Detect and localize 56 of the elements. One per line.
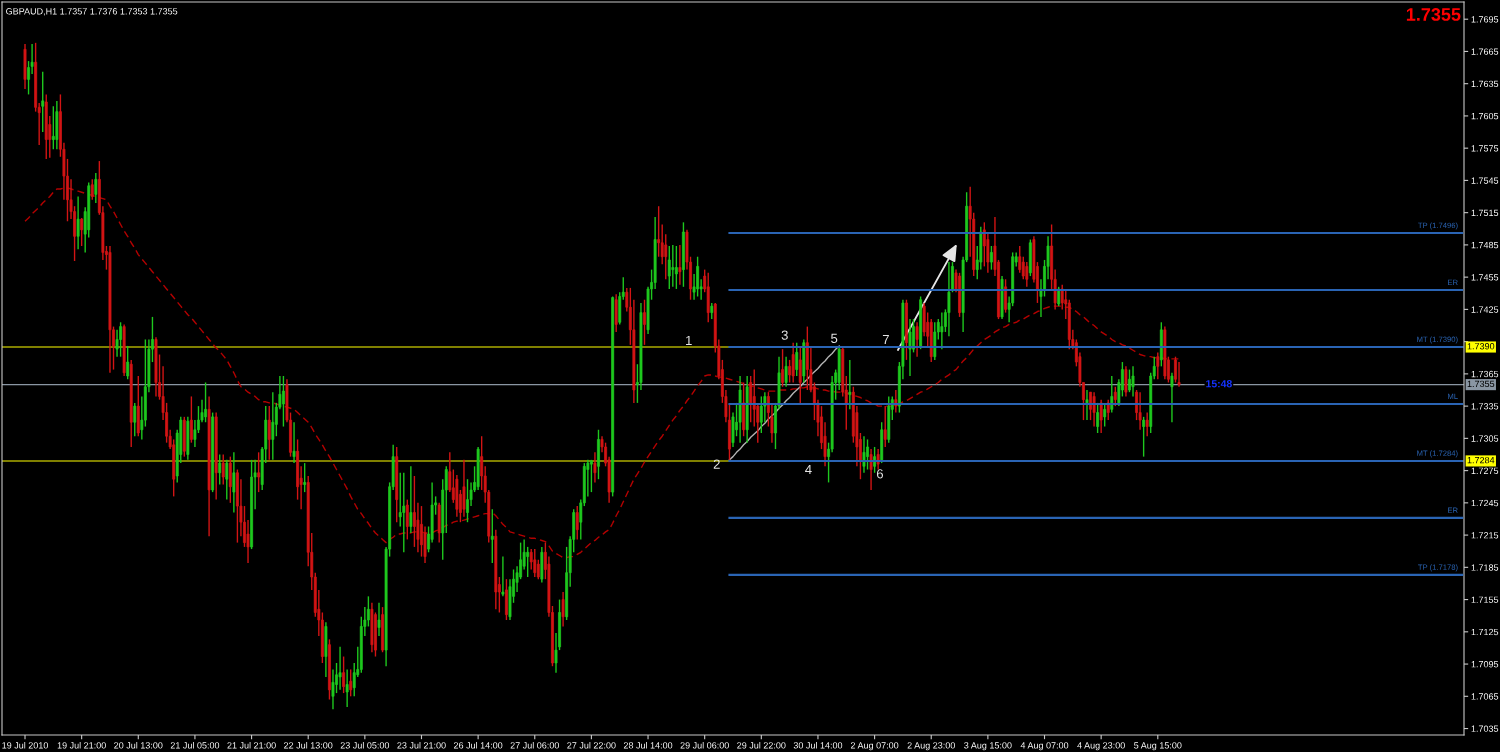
y-tick-label: 1.7665: [1471, 48, 1499, 55]
ref-line-label: 1.7390: [1467, 343, 1495, 350]
y-tick-label: 1.7455: [1471, 274, 1499, 281]
annotation: 6: [876, 469, 884, 479]
y-tick-label: 1.7065: [1471, 693, 1499, 700]
text: GBPAUD,H1 1.7357 1.7376 1.7353 1.7355: [6, 8, 178, 16]
x-tick-label: 2 Aug 07:00: [850, 742, 899, 751]
y-tick-label: 1.7425: [1471, 306, 1499, 313]
y-tick-label: 1.7635: [1471, 80, 1499, 88]
x-tick-label: 22 Jul 13:00: [284, 741, 333, 749]
x-tick-label: 5 Aug 15:00: [1134, 742, 1182, 751]
y-tick-label: 1.7335: [1471, 403, 1499, 410]
y-tick-label: 1.7035: [1471, 725, 1499, 732]
x-tick-label: 2 Aug 23:00: [907, 742, 955, 751]
x-tick-label: 23 Jul 21:00: [397, 741, 446, 749]
y-tick-label: 1.7545: [1471, 177, 1499, 184]
x-tick-label: 21 Jul 21:00: [227, 741, 276, 749]
y-tick-label: 1.7125: [1471, 628, 1499, 636]
y-tick-label: 1.7185: [1471, 564, 1499, 571]
y-tick-label: 1.7695: [1471, 16, 1499, 23]
x-tick-label: 26 Jul 14:00: [453, 741, 503, 749]
x-tick-label: 19 Jul 2010: [2, 741, 48, 749]
y-tick-label: 1.7515: [1471, 209, 1499, 217]
annotation: 1: [686, 335, 692, 346]
x-tick-label: 19 Jul 21:00: [57, 741, 106, 749]
annotation: 1.7355: [1406, 8, 1461, 21]
y-tick-label: 1.7215: [1471, 532, 1499, 539]
x-tick-label: 28 Jul 14:00: [623, 741, 673, 749]
x-tick-label: 27 Jul 06:00: [510, 741, 560, 749]
x-tick-label: 29 Jul 22:00: [737, 741, 786, 749]
annotation: 3: [781, 330, 788, 340]
y-tick-label: 1.7605: [1471, 112, 1499, 120]
x-tick-label: 29 Jul 06:00: [680, 741, 729, 749]
ref-line-label: 1.7355: [1467, 380, 1495, 388]
y-tick-label: 1.7575: [1471, 145, 1499, 152]
y-tick-label: 1.7245: [1471, 499, 1499, 507]
annotation: 2: [713, 459, 720, 469]
x-tick-label: 4 Aug 07:00: [1020, 742, 1069, 751]
annotation: 5: [831, 333, 838, 344]
y-tick-label: 1.7155: [1471, 596, 1499, 603]
ref-line-label: 1.7284: [1467, 456, 1495, 464]
x-tick-label: 27 Jul 22:00: [567, 741, 616, 749]
x-tick-label: 20 Jul 13:00: [114, 741, 163, 749]
y-tick-label: 1.7095: [1471, 661, 1499, 668]
x-tick-label: 23 Jul 05:00: [340, 741, 390, 749]
annotation: 7: [882, 334, 889, 344]
y-tick-label: 1.7485: [1471, 241, 1499, 249]
y-tick-label: 1.7365: [1471, 370, 1499, 378]
x-tick-label: 30 Jul 14:00: [793, 741, 843, 749]
y-tick-label: 1.7305: [1471, 435, 1499, 442]
x-tick-label: 3 Aug 15:00: [964, 742, 1012, 751]
x-tick-label: 21 Jul 05:00: [170, 741, 220, 749]
y-tick-label: 1.7275: [1471, 467, 1499, 474]
x-tick-label: 4 Aug 23:00: [1077, 742, 1125, 751]
annotation: 15:48: [1206, 380, 1232, 388]
annotation: 4: [805, 464, 812, 475]
